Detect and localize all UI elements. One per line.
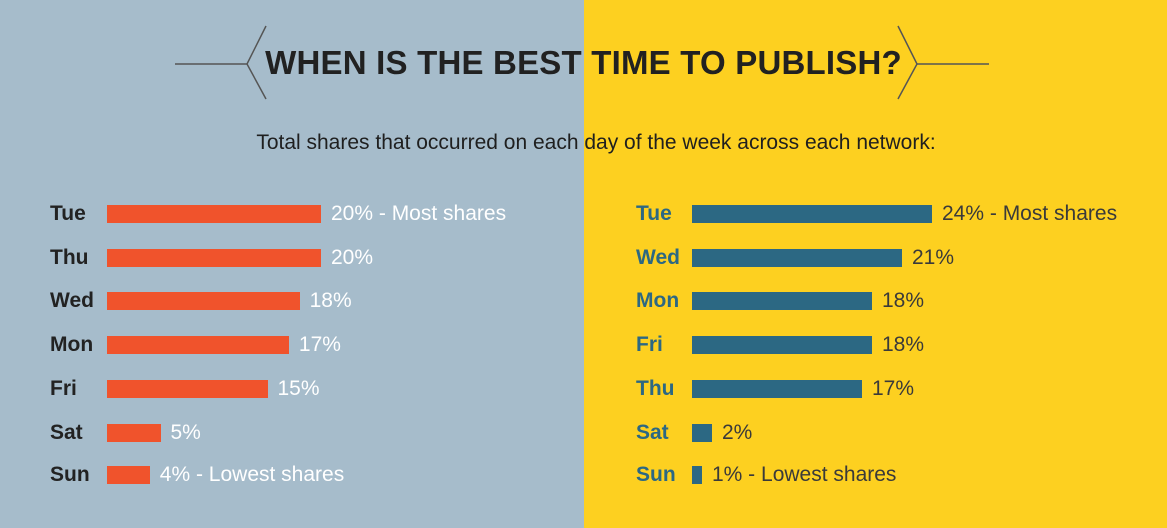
right-category-label: Sat [636,421,669,444]
left-category-label: Thu [50,246,89,269]
left-value-label: 20% - Most shares [331,202,507,225]
right-value-label: 21% [912,246,955,269]
right-bar [692,249,902,267]
right-bar [692,380,862,398]
right-bar [692,424,712,442]
right-bar [692,336,872,354]
left-value-label: 5% [170,421,201,444]
right-value-label: 2% [722,421,753,444]
left-category-label: Sun [50,463,90,486]
left-category-label: Mon [50,333,94,356]
right-category-label: Wed [636,246,680,269]
left-category-label: Tue [50,202,86,225]
right-category-label: Thu [636,377,675,400]
right-category-label: Tue [636,202,672,225]
right-category-label: Fri [636,333,663,356]
left-category-label: Wed [50,289,94,312]
left-bar [107,205,321,223]
page-subtitle: Total shares that occurred on each day o… [256,131,936,154]
left-bar [107,249,321,267]
right-value-label: 18% [882,289,925,312]
left-value-label: 4% - Lowest shares [159,463,345,486]
right-bar [692,292,872,310]
right-value-label: 18% [882,333,925,356]
right-value-label: 24% - Most shares [942,202,1118,225]
page-title: WHEN IS THE BEST TIME TO PUBLISH? [265,44,902,81]
left-value-label: 20% [331,246,374,269]
left-value-label: 17% [298,333,341,356]
left-bar [107,292,300,310]
left-bar [107,336,289,354]
right-bar [692,205,932,223]
right-category-label: Sun [636,463,676,486]
left-category-label: Sat [50,421,83,444]
right-bar [692,466,702,484]
left-bar [107,380,268,398]
left-value-label: 18% [309,289,352,312]
right-value-label: 17% [872,377,915,400]
right-value-label: 1% - Lowest shares [712,463,897,486]
left-category-label: Fri [50,377,77,400]
left-value-label: 15% [277,377,320,400]
right-category-label: Mon [636,289,680,312]
left-bar [107,424,161,442]
left-bar [107,466,150,484]
